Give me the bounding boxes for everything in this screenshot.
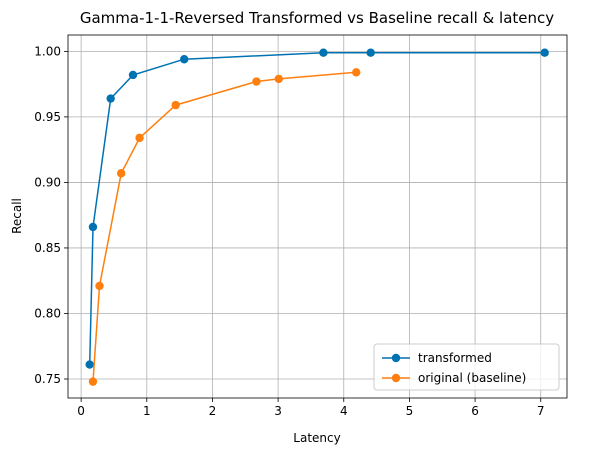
y-tick-label: 0.85 xyxy=(34,241,61,255)
data-point xyxy=(540,48,549,57)
x-axis-ticks: 0 1 2 3 4 5 6 7 xyxy=(77,398,545,418)
legend: transformed original (baseline) xyxy=(373,343,560,391)
chart-title: Gamma-1-1-Reversed Transformed vs Baseli… xyxy=(80,9,554,27)
x-tick-label: 4 xyxy=(340,404,348,418)
grid xyxy=(68,35,567,398)
data-point xyxy=(95,281,104,291)
legend-label: original (baseline) xyxy=(418,371,526,385)
x-tick-label: 3 xyxy=(274,404,282,418)
series-line-1 xyxy=(92,71,357,382)
y-axis-ticks: 0.75 0.80 0.85 0.90 0.95 1.00 xyxy=(34,44,68,386)
data-point xyxy=(252,77,261,86)
legend-box xyxy=(373,343,560,391)
data-point xyxy=(366,48,375,57)
x-tick-label: 2 xyxy=(209,404,217,418)
legend-marker xyxy=(391,373,401,383)
plot-frame xyxy=(67,34,568,399)
data-point xyxy=(171,100,180,110)
data-point xyxy=(85,360,94,369)
data-point xyxy=(116,169,126,178)
data-point xyxy=(106,94,115,103)
x-axis-label: Latency xyxy=(293,431,340,445)
series-line-0 xyxy=(88,51,545,365)
x-tick-label: 1 xyxy=(143,404,151,418)
data-point xyxy=(319,48,328,57)
x-tick-label: 0 xyxy=(77,404,85,418)
legend-marker xyxy=(391,353,401,363)
y-tick-label: 0.80 xyxy=(34,306,61,320)
x-tick-label: 6 xyxy=(471,404,479,418)
data-point xyxy=(180,55,189,64)
y-tick-label: 0.95 xyxy=(34,110,61,124)
y-tick-label: 0.75 xyxy=(34,372,61,386)
x-tick-label: 7 xyxy=(537,404,545,418)
legend-label: transformed xyxy=(418,351,492,365)
x-tick-label: 5 xyxy=(406,404,414,418)
data-point xyxy=(274,74,283,84)
data-point xyxy=(88,377,98,386)
data-point xyxy=(352,68,361,77)
data-point xyxy=(128,70,138,80)
y-tick-label: 0.90 xyxy=(34,175,61,189)
data-point xyxy=(135,133,144,143)
y-tick-label: 1.00 xyxy=(34,44,61,58)
data-point xyxy=(88,222,98,232)
y-axis-label: Recall xyxy=(10,198,24,234)
series-layer xyxy=(85,48,549,386)
